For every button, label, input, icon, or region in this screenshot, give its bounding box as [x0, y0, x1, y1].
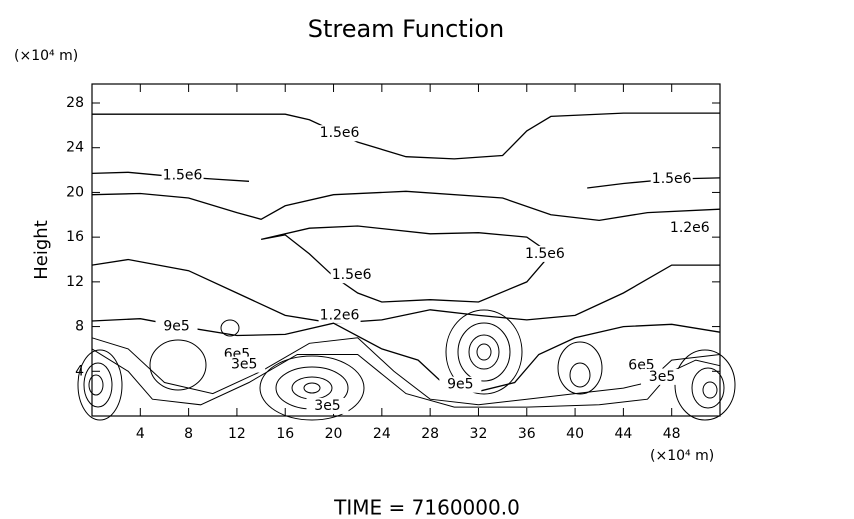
- eddy: [220, 319, 240, 337]
- eddy: [691, 367, 725, 409]
- eddy: [303, 382, 321, 394]
- x-tick-label: 44: [614, 426, 632, 442]
- contour-label-bg: [223, 356, 266, 373]
- contour-label: 3e5: [649, 369, 675, 385]
- x-tick-label: 20: [325, 426, 343, 442]
- y-tick-label: 16: [66, 229, 84, 245]
- contour-line: [587, 177, 721, 189]
- eddy: [149, 339, 207, 391]
- y-axis-label: Height: [31, 220, 52, 280]
- x-tick-label: 16: [276, 426, 294, 442]
- y-tick-label: 28: [66, 95, 84, 111]
- chart-title: Stream Function: [308, 15, 505, 43]
- x-unit-label: (×10⁴ m): [650, 448, 714, 464]
- x-tick-label: 24: [373, 426, 391, 442]
- eddy: [674, 349, 736, 421]
- contour-label: 1.5e6: [525, 246, 565, 262]
- x-tick-label: 28: [421, 426, 439, 442]
- y-unit-label: (×10⁴ m): [14, 48, 78, 64]
- x-tick-label: 40: [566, 426, 584, 442]
- eddy: [569, 362, 591, 388]
- x-tick-label: 4: [136, 426, 145, 442]
- x-tick-label: 8: [184, 426, 193, 442]
- contour-label-bg: [523, 245, 566, 262]
- contour-label: 3e5: [314, 398, 340, 414]
- contour-label-bg: [439, 376, 482, 393]
- contour-label: 3e5: [231, 357, 257, 373]
- contour-label-bg: [155, 318, 198, 335]
- eddy: [468, 334, 500, 370]
- contour-label-bg: [650, 171, 693, 188]
- y-tick-label: 8: [75, 319, 84, 335]
- contour-line: [91, 337, 721, 406]
- contour-line: [92, 112, 720, 160]
- contour-label-bg: [318, 307, 361, 324]
- contour-line: [260, 225, 552, 303]
- contour-label: 1.5e6: [320, 125, 360, 141]
- eddy: [702, 381, 718, 399]
- contour-label-bg: [318, 125, 361, 142]
- contour-line: [91, 258, 720, 324]
- contour-line: [91, 190, 721, 222]
- y-tick-label: 4: [75, 363, 84, 379]
- contour-label-bg: [641, 368, 684, 385]
- y-tick-label: 12: [66, 274, 84, 290]
- eddies: [77, 309, 736, 421]
- x-tick-label: 36: [518, 426, 536, 442]
- contour-label-bg: [668, 220, 711, 237]
- contour-line: [91, 318, 721, 393]
- eddy: [445, 309, 523, 395]
- eddy: [88, 374, 104, 396]
- eddy: [259, 355, 365, 421]
- contour-label: 1.5e6: [652, 171, 692, 187]
- y-tick-label: 24: [66, 140, 84, 156]
- contour-label-bg: [330, 267, 373, 284]
- eddy: [476, 343, 492, 361]
- eddy: [77, 349, 123, 421]
- eddy: [83, 362, 113, 408]
- contour-label: 1.2e6: [670, 220, 710, 236]
- contour-label: 9e5: [163, 319, 189, 335]
- contour-label-bg: [306, 397, 349, 414]
- contour-label: 1.5e6: [332, 267, 372, 283]
- eddy: [557, 341, 603, 395]
- footer: TIME = 7160000.0: [333, 496, 520, 519]
- contour-label: 1.5e6: [163, 168, 203, 184]
- y-tick-label: 20: [66, 184, 84, 200]
- x-tick-label: 32: [470, 426, 488, 442]
- x-tick-label: 48: [663, 426, 681, 442]
- contour-label-bg: [161, 167, 204, 184]
- eddy: [457, 322, 511, 382]
- contour-label: 1.2e6: [320, 307, 360, 323]
- x-tick-label: 12: [228, 426, 246, 442]
- contour-label: 9e5: [447, 377, 473, 393]
- plot-frame: [91, 83, 721, 417]
